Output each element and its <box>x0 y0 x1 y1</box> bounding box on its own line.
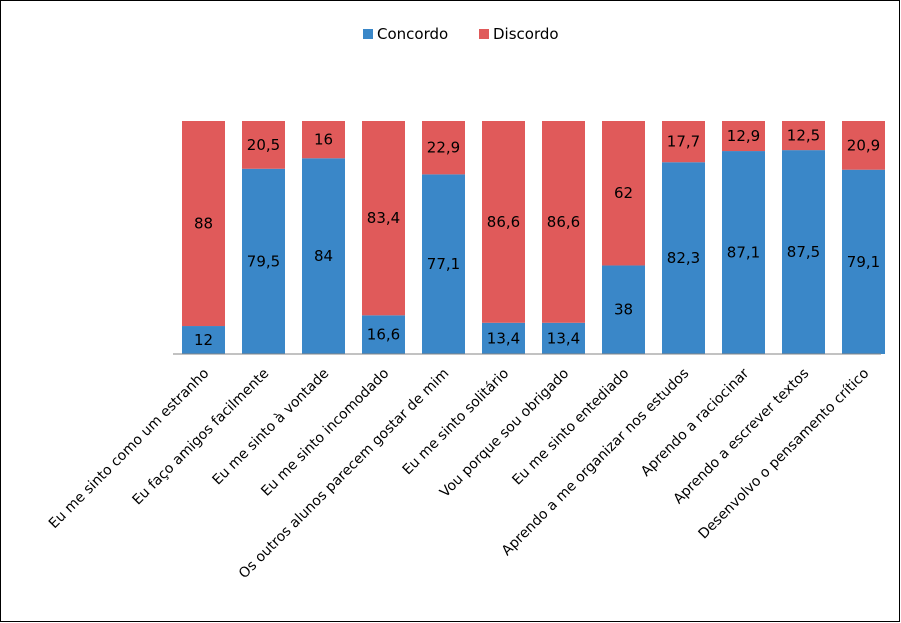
data-label-concordo: 87,1 <box>727 244 760 262</box>
bar-concordo <box>662 162 705 354</box>
bar-concordo <box>422 174 465 354</box>
bar-discordo <box>722 121 765 152</box>
x-tick-label: Os outros alunos parecem gostar de mim <box>236 366 452 582</box>
data-label-concordo: 38 <box>614 301 633 319</box>
bar-concordo <box>362 315 405 354</box>
bar-discordo <box>842 121 885 170</box>
data-label-discordo: 12,5 <box>787 127 820 145</box>
bar-concordo <box>782 150 825 354</box>
legend-label: Concordo <box>377 25 448 43</box>
x-tick-label: Eu me sinto solitário <box>400 366 513 479</box>
bars <box>182 121 885 354</box>
bar-concordo <box>722 151 765 354</box>
bar-discordo <box>482 121 525 323</box>
bar-discordo <box>602 121 645 266</box>
data-label-concordo: 79,1 <box>847 253 880 271</box>
x-tick-label: Eu me sinto incomodado <box>258 366 392 500</box>
data-label-discordo: 62 <box>614 184 633 202</box>
bar-concordo <box>482 322 525 354</box>
bar-discordo <box>242 121 285 169</box>
data-label-concordo: 13,4 <box>487 329 520 347</box>
bar-concordo <box>602 265 645 354</box>
data-label-discordo: 83,4 <box>367 209 400 227</box>
bar-discordo <box>182 121 225 327</box>
data-label-discordo: 17,7 <box>667 133 700 151</box>
bar-discordo <box>302 121 345 159</box>
data-label-discordo: 16 <box>314 131 333 149</box>
data-label-concordo: 87,5 <box>787 243 820 261</box>
data-label-concordo: 79,5 <box>247 252 280 270</box>
bar-discordo <box>422 121 465 175</box>
x-tick-label: Eu me sinto entediado <box>509 366 632 489</box>
data-label-discordo: 22,9 <box>427 139 460 157</box>
data-label-discordo: 86,6 <box>487 213 520 231</box>
bar-concordo <box>182 326 225 354</box>
data-label-concordo: 84 <box>314 247 333 265</box>
legend-label: Discordo <box>493 25 559 43</box>
bar-discordo <box>662 121 705 163</box>
data-label-discordo: 88 <box>194 215 213 233</box>
data-label-concordo: 12 <box>194 331 213 349</box>
bar-concordo <box>302 158 345 354</box>
legend-swatch <box>479 29 489 39</box>
bar-discordo <box>782 121 825 151</box>
x-tick-label: Aprendo a raciocinar <box>638 365 752 479</box>
bar-discordo <box>362 121 405 316</box>
data-label-discordo: 86,6 <box>547 213 580 231</box>
x-tick-label: Eu me sinto à vontade <box>209 366 332 489</box>
legend: Concordo Discordo <box>363 25 559 43</box>
bar-concordo <box>542 322 585 354</box>
data-labels: 12 88 79,5 20,5 84 16 16,6 83,4 77,1 22,9 13,4 86,6… <box>194 127 880 349</box>
legend-swatch <box>363 29 373 39</box>
bar-discordo <box>542 121 585 323</box>
data-label-concordo: 13,4 <box>547 329 580 347</box>
bar-concordo <box>842 169 885 354</box>
data-label-discordo: 12,9 <box>727 127 760 145</box>
data-label-discordo: 20,5 <box>247 136 280 154</box>
data-label-discordo: 20,9 <box>847 136 880 154</box>
data-label-concordo: 82,3 <box>667 249 700 267</box>
data-label-concordo: 16,6 <box>367 326 400 344</box>
data-label-concordo: 77,1 <box>427 255 460 273</box>
bar-concordo <box>242 168 285 354</box>
